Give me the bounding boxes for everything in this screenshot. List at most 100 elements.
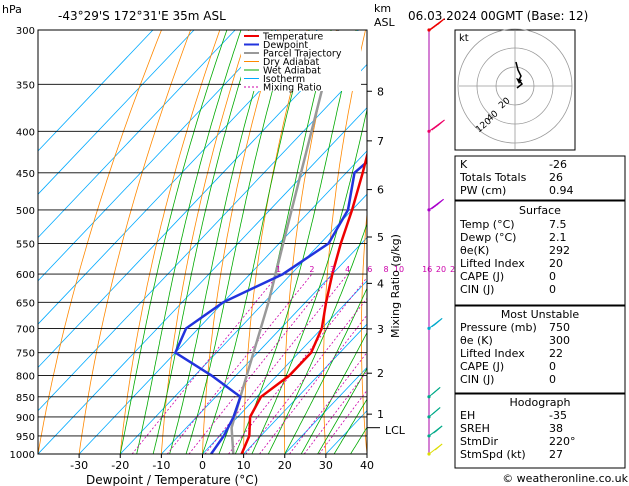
param-label: StmDir bbox=[460, 435, 499, 448]
legend-entry: Parcel Trajectory bbox=[263, 49, 342, 60]
isotherm bbox=[38, 30, 154, 152]
isotherm bbox=[38, 107, 367, 454]
km-label: km bbox=[374, 2, 391, 15]
hodograph-trace bbox=[515, 61, 524, 89]
pressure-tick-label: 650 bbox=[16, 298, 35, 309]
mixing-ratio-label: 4 bbox=[345, 265, 350, 274]
isotherm bbox=[284, 366, 367, 454]
credit-footer: © weatheronline.co.uk bbox=[502, 472, 628, 485]
wind-barb bbox=[427, 119, 445, 133]
wet-adiabat bbox=[333, 398, 367, 454]
hodograph-params-title: Hodograph bbox=[510, 396, 571, 409]
param-label: Lifted Index bbox=[460, 347, 525, 360]
pressure-tick-label: 350 bbox=[16, 80, 35, 91]
pressure-tick-label: 950 bbox=[16, 432, 35, 443]
hodograph-kt-label: kt bbox=[459, 33, 469, 44]
param-label: Dewp (°C) bbox=[460, 231, 516, 244]
wet-adiabat bbox=[300, 331, 367, 454]
wet-adiabat bbox=[136, 30, 242, 454]
isotherm bbox=[78, 150, 367, 454]
param-label: CIN (J) bbox=[460, 373, 494, 386]
mixing-ratio-axis-label: Mixing Ratio (g/kg) bbox=[389, 234, 402, 338]
param-label: Pressure (mb) bbox=[460, 321, 537, 334]
lcl-label: LCL bbox=[385, 424, 406, 437]
altitude-tick-label: 5 bbox=[377, 231, 384, 244]
param-value: 20 bbox=[549, 257, 563, 270]
mixing-ratio-label: 6 bbox=[367, 265, 372, 274]
wind-barb-flag bbox=[431, 123, 440, 131]
wind-barb bbox=[427, 443, 443, 456]
dry-adiabat bbox=[38, 30, 162, 454]
param-value: -26 bbox=[549, 158, 567, 171]
wet-adiabat bbox=[218, 30, 332, 454]
mixing-ratio-line bbox=[166, 273, 313, 454]
param-value: 22 bbox=[549, 347, 563, 360]
mixing-ratio-label: 10 bbox=[394, 265, 404, 274]
param-value: 0 bbox=[549, 283, 556, 296]
param-label: PW (cm) bbox=[460, 184, 506, 197]
dry-adiabat bbox=[202, 30, 279, 454]
temperature-tick-label: 40 bbox=[360, 459, 374, 472]
param-value: 0.94 bbox=[549, 184, 574, 197]
wet-adiabat bbox=[152, 30, 257, 454]
altitude-tick-label: 7 bbox=[377, 135, 384, 148]
wet-adiabat bbox=[284, 287, 367, 454]
wind-barb bbox=[427, 386, 441, 399]
param-label: θe(K) bbox=[460, 244, 489, 257]
dry-adiabat bbox=[398, 30, 424, 454]
pressure-tick-label: 550 bbox=[16, 239, 35, 250]
legend-entry: Dewpoint bbox=[263, 40, 308, 51]
wind-barb bbox=[427, 407, 441, 419]
param-value: 220° bbox=[549, 435, 576, 448]
param-label: θe (K) bbox=[460, 334, 493, 347]
param-label: EH bbox=[460, 409, 475, 422]
hodograph-params-panel: Hodograph EH -35 SREH 38 StmDir 220° StmSpd (k… bbox=[454, 393, 626, 469]
temperature-tick-label: -20 bbox=[111, 459, 129, 472]
param-label: StmSpd (kt) bbox=[460, 448, 526, 461]
wind-barb bbox=[427, 317, 443, 330]
dewpoint-line bbox=[173, 160, 367, 454]
most-unstable-panel: Most Unstable Pressure (mb) 750 θe (K) 300 L… bbox=[454, 305, 626, 394]
wind-barb-point bbox=[427, 452, 431, 456]
mixing-ratio-line bbox=[303, 370, 367, 454]
param-value: 38 bbox=[549, 422, 563, 435]
wind-barb-point bbox=[427, 28, 431, 32]
wet-adiabat bbox=[185, 30, 291, 454]
param-label: Totals Totals bbox=[459, 171, 527, 184]
isotherm bbox=[161, 236, 367, 454]
wind-barb-point bbox=[427, 415, 431, 419]
mixing-ratio-line bbox=[289, 351, 367, 454]
x-axis-label: Dewpoint / Temperature (°C) bbox=[86, 473, 258, 486]
dry-adiabat bbox=[78, 30, 191, 454]
legend-entry: Wet Adiabat bbox=[263, 66, 321, 77]
pressure-tick-label: 400 bbox=[16, 127, 35, 138]
temperature-tick-label: -10 bbox=[152, 459, 170, 472]
isotherm bbox=[38, 30, 236, 239]
legend-entry: Mixing Ratio bbox=[263, 83, 322, 94]
wind-barb-point bbox=[427, 434, 431, 438]
legend-entry: Dry Adiabat bbox=[263, 57, 320, 68]
wind-barb-flag bbox=[431, 388, 440, 395]
param-label: Temp (°C) bbox=[459, 218, 515, 231]
most-unstable-title: Most Unstable bbox=[501, 308, 580, 321]
mixing-ratio-line bbox=[259, 314, 367, 454]
param-value: 750 bbox=[549, 321, 570, 334]
isotherm bbox=[38, 30, 277, 282]
wind-barb-flag bbox=[431, 202, 439, 210]
wind-barb-flag bbox=[433, 426, 441, 434]
pressure-tick-label: 500 bbox=[16, 206, 35, 217]
temperature-tick-label: 0 bbox=[199, 459, 206, 472]
dry-adiabat bbox=[119, 30, 221, 454]
isotherm bbox=[38, 30, 195, 195]
surface-frame bbox=[454, 200, 626, 306]
mixing-ratio-label: 2 bbox=[309, 265, 314, 274]
wind-barb-point bbox=[427, 129, 431, 133]
pressure-tick-label: 800 bbox=[16, 371, 35, 382]
param-value: 2.1 bbox=[549, 231, 567, 244]
param-value: 300 bbox=[549, 334, 570, 347]
hpa-label: hPa bbox=[2, 3, 22, 16]
mixing-ratio-label: 3 bbox=[330, 265, 335, 274]
pressure-tick-label: 600 bbox=[16, 270, 35, 281]
param-label: CAPE (J) bbox=[460, 360, 504, 373]
